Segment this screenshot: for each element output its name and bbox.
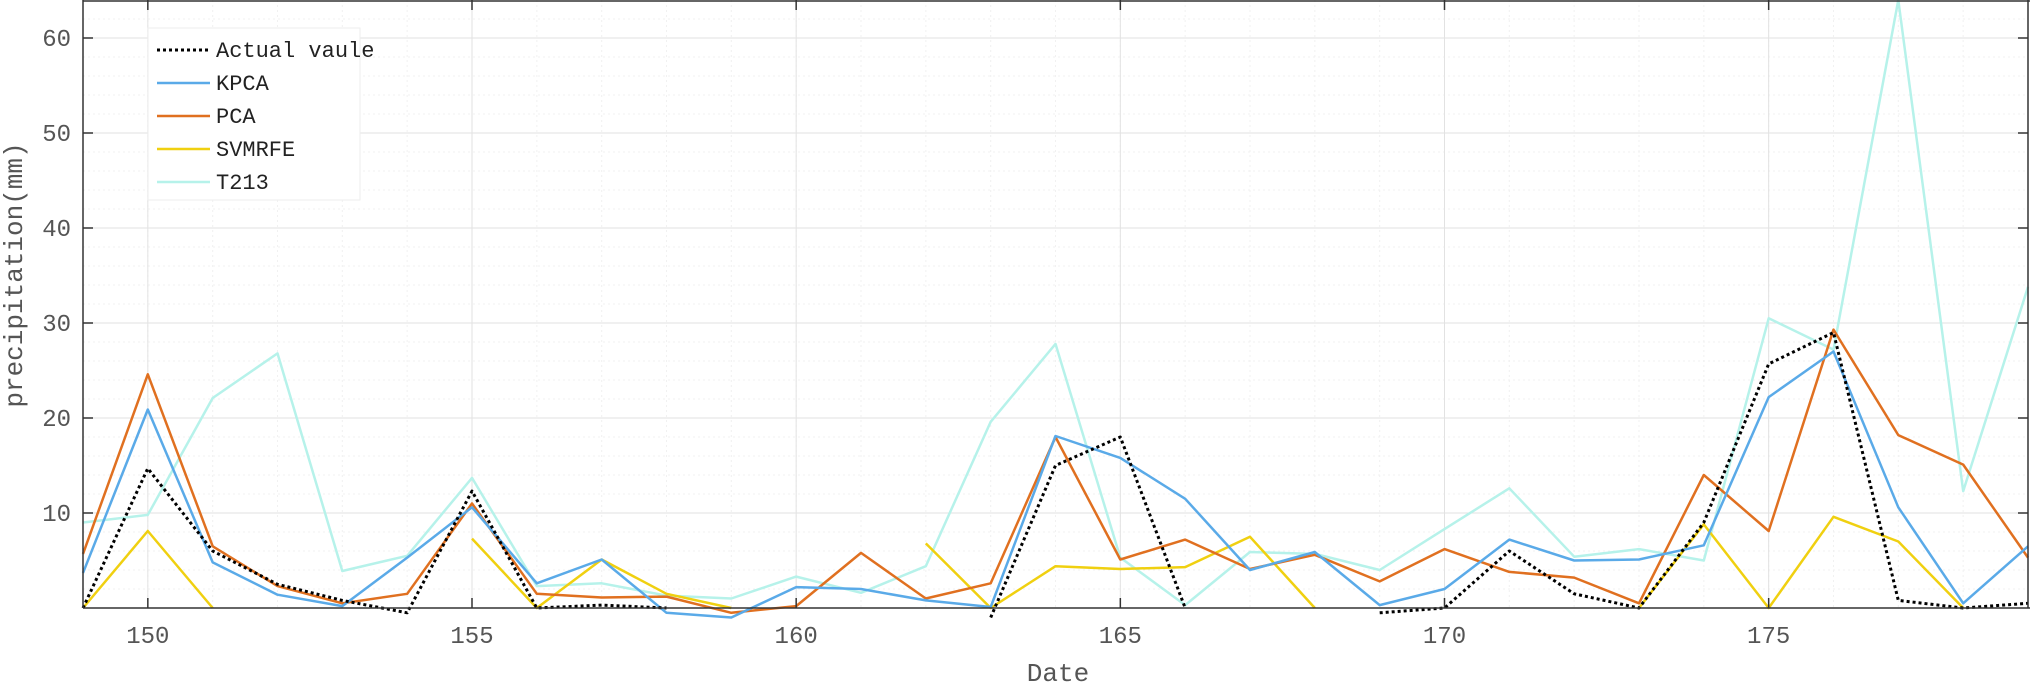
y-tick-label: 20 <box>42 407 71 434</box>
y-tick-label: 40 <box>42 217 71 244</box>
y-tick-label: 30 <box>42 312 71 339</box>
y-tick-label: 60 <box>42 27 71 54</box>
series-line-actual-vaule <box>81 466 667 615</box>
x-tick-label: 155 <box>450 624 493 651</box>
x-axis-label: Date <box>1027 659 1089 687</box>
legend: Actual vaule KPCA PCA SVMRFE T213 <box>147 27 374 201</box>
plot-area <box>83 0 2030 608</box>
legend-label: T213 <box>216 171 269 196</box>
y-axis-label: precipitation(mm) <box>0 142 30 407</box>
y-tick-label: 10 <box>42 502 71 529</box>
axes <box>82 0 2030 609</box>
series-line-actual-vaule <box>1379 331 2029 615</box>
ticks: 150 155 160 165 170 175 10 20 30 40 50 60 <box>42 0 2028 651</box>
series-line-svmrfe <box>82 529 214 609</box>
series-line-svmrfe <box>1638 515 1965 610</box>
series-line-actual-vaule <box>989 435 1187 619</box>
legend-label: Actual vaule <box>216 39 374 64</box>
legend-box <box>147 27 361 201</box>
x-tick-label: 160 <box>775 624 818 651</box>
legend-label: PCA <box>216 105 256 130</box>
series-line-kpca <box>81 350 2029 619</box>
x-tick-label: 170 <box>1423 624 1466 651</box>
series-line-t213 <box>82 0 2030 607</box>
legend-label: KPCA <box>216 72 270 97</box>
x-tick-label: 150 <box>126 624 169 651</box>
y-tick-label: 50 <box>42 122 71 149</box>
x-tick-label: 175 <box>1747 624 1790 651</box>
series-layer <box>81 0 2030 619</box>
x-tick-label: 165 <box>1099 624 1142 651</box>
legend-label: SVMRFE <box>216 138 295 163</box>
